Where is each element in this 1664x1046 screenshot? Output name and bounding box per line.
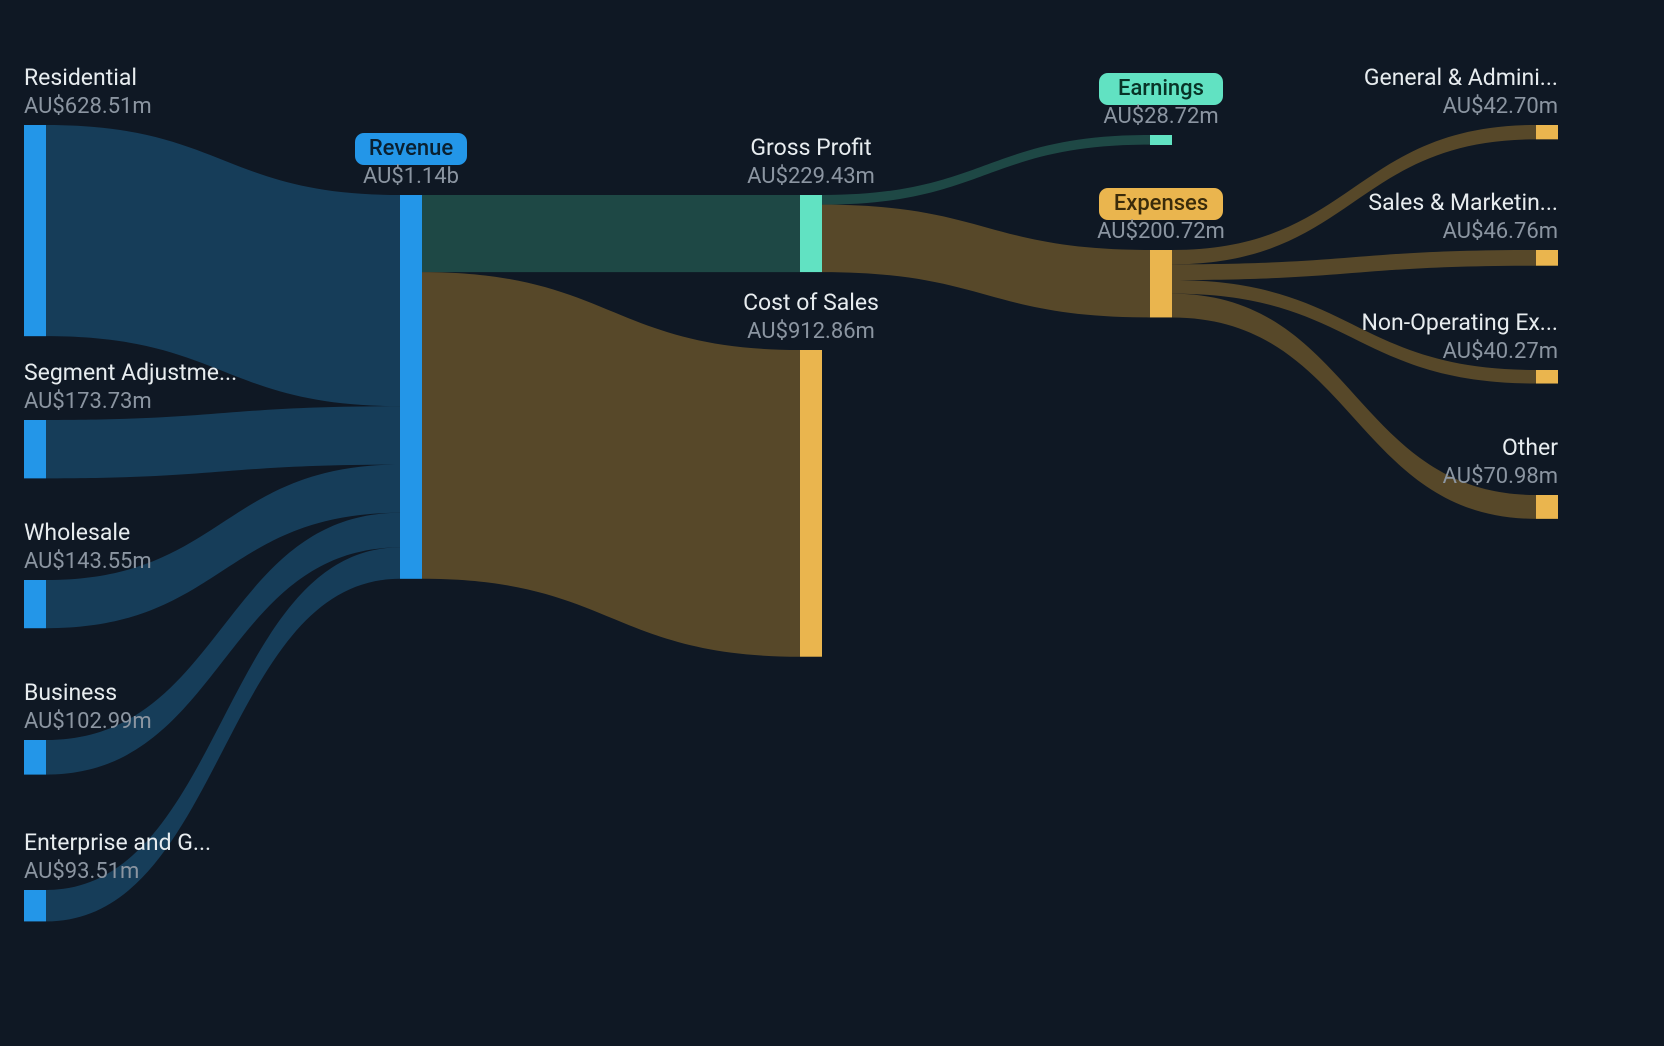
node-ga[interactable]	[1536, 125, 1558, 139]
node-title-other: Other	[1502, 434, 1558, 461]
node-title-enterprise: Enterprise and G...	[24, 829, 211, 856]
node-residential[interactable]	[24, 125, 46, 336]
node-value-expenses: AU$200.72m	[1097, 219, 1225, 244]
node-value-business: AU$102.99m	[24, 709, 152, 734]
node-value-cost_of_sales: AU$912.86m	[747, 319, 875, 344]
node-title-sm: Sales & Marketin...	[1368, 189, 1558, 216]
node-title-earnings: Earnings	[1118, 76, 1204, 101]
flow-revenue-to-gross_profit[interactable]	[422, 195, 800, 272]
node-nonop[interactable]	[1536, 370, 1558, 384]
node-enterprise[interactable]	[24, 890, 46, 921]
node-gross_profit[interactable]	[800, 195, 822, 272]
node-segment_adj[interactable]	[24, 420, 46, 478]
node-value-enterprise: AU$93.51m	[24, 859, 139, 884]
node-cost_of_sales[interactable]	[800, 350, 822, 657]
node-wholesale[interactable]	[24, 580, 46, 628]
node-sm[interactable]	[1536, 250, 1558, 266]
node-value-residential: AU$628.51m	[24, 94, 152, 119]
node-value-nonop: AU$40.27m	[1443, 339, 1558, 364]
node-title-revenue: Revenue	[369, 136, 454, 161]
node-value-revenue: AU$1.14b	[363, 164, 459, 189]
node-value-earnings: AU$28.72m	[1103, 104, 1218, 129]
node-value-other: AU$70.98m	[1443, 464, 1558, 489]
node-title-residential: Residential	[24, 64, 137, 91]
node-title-gross_profit: Gross Profit	[750, 134, 871, 161]
node-title-wholesale: Wholesale	[24, 519, 130, 546]
node-title-segment_adj: Segment Adjustme...	[24, 359, 237, 386]
node-title-expenses: Expenses	[1114, 191, 1208, 216]
node-value-ga: AU$42.70m	[1443, 94, 1558, 119]
node-title-nonop: Non-Operating Ex...	[1362, 309, 1559, 336]
node-value-segment_adj: AU$173.73m	[24, 389, 152, 414]
node-title-cost_of_sales: Cost of Sales	[743, 289, 879, 316]
node-revenue[interactable]	[400, 195, 422, 579]
node-business[interactable]	[24, 740, 46, 775]
node-value-wholesale: AU$143.55m	[24, 549, 152, 574]
node-title-business: Business	[24, 679, 117, 706]
node-expenses[interactable]	[1150, 250, 1172, 317]
node-title-ga: General & Admini...	[1364, 64, 1558, 91]
node-value-gross_profit: AU$229.43m	[747, 164, 875, 189]
sankey-chart: Residential AU$628.51m Segment Adjustme...…	[0, 0, 1664, 1046]
node-value-sm: AU$46.76m	[1443, 219, 1558, 244]
node-other[interactable]	[1536, 495, 1558, 519]
node-earnings[interactable]	[1150, 135, 1172, 145]
